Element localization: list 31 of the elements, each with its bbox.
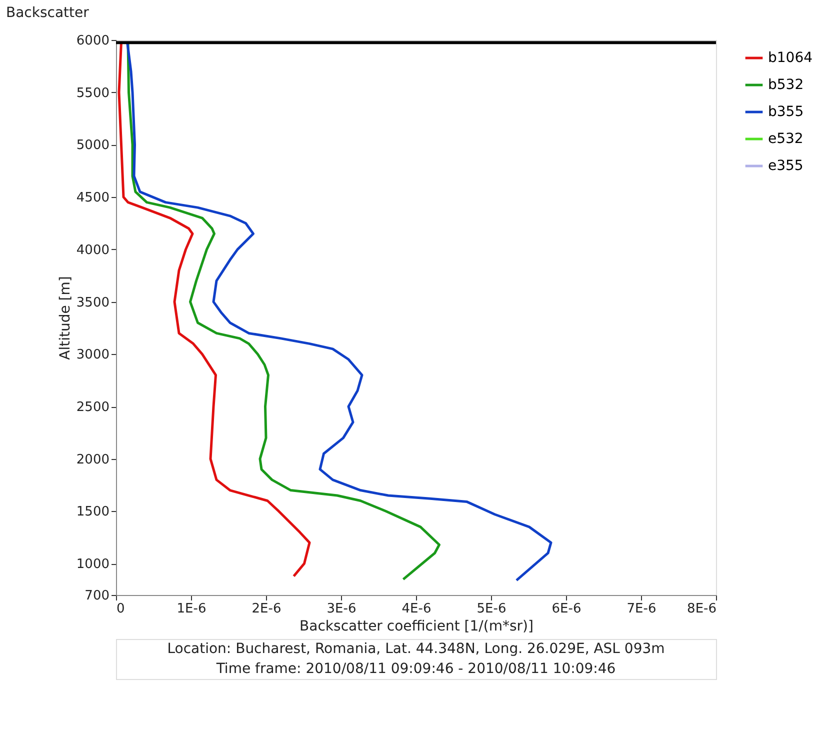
y-tick-label: 1500 [76, 504, 110, 520]
y-tick-label: 5500 [76, 86, 110, 101]
y-tick-label: 4500 [76, 190, 110, 206]
x-axis-title: Backscatter coefficient [1/(m*sr)] [300, 618, 534, 634]
y-tick-label: 6000 [76, 34, 110, 48]
y-tick-label: 2500 [76, 400, 110, 416]
y-tick-label: 5000 [76, 138, 110, 154]
legend-label: e532 [768, 131, 804, 147]
y-tick-label: 2000 [76, 452, 110, 468]
x-tick-label: 5E-6 [476, 602, 506, 616]
y-tick-label: 4000 [76, 242, 110, 258]
legend-label: b355 [768, 104, 804, 120]
y-tick-label: 1000 [76, 557, 110, 572]
text: Time frame: 2010/08/11 09:09:46 - 2010/08/11 10:09:46 [215, 661, 616, 677]
x-tick-label: 6E-6 [552, 602, 582, 616]
legend-label: b532 [768, 77, 804, 93]
x-tick-label: 8E-6 [687, 602, 716, 616]
y-tick-label: 3000 [76, 348, 110, 363]
x-tick-label: 4E-6 [402, 602, 432, 616]
x-tick-label: 0 [116, 602, 125, 616]
y-tick-label: 3500 [76, 295, 110, 310]
legend-label: b1064 [768, 50, 813, 66]
y-axis-title: Altitude [m] [57, 276, 74, 360]
text: Location: Bucharest, Romania, Lat. 44.348N, Long. 26.029E, ASL 093m [167, 641, 665, 657]
x-tick-label: 1E-6 [176, 602, 206, 616]
legend-label: e355 [768, 158, 804, 174]
x-tick-label: 2E-6 [252, 602, 282, 616]
x-tick-label: 3E-6 [326, 602, 356, 616]
y-tick-label: 700 [84, 588, 110, 604]
chart-title: Backscatter [6, 5, 90, 21]
x-tick-label: 7E-6 [626, 602, 656, 616]
